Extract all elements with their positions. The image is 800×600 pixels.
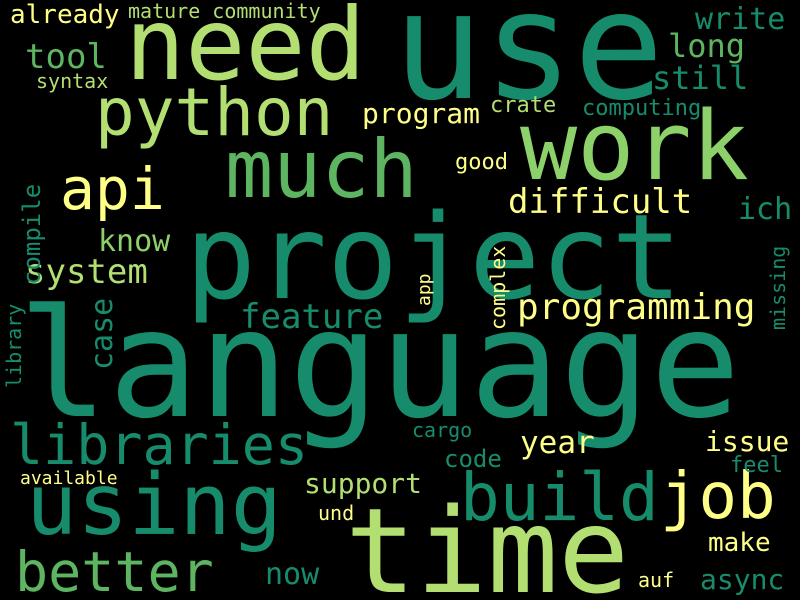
word-ich: ich	[738, 192, 793, 227]
word-missing: missing	[766, 245, 790, 330]
word-async: async	[700, 563, 785, 596]
word-system: system	[25, 252, 148, 292]
word-feel: feel	[730, 453, 783, 478]
word-use: use	[393, 0, 664, 134]
word-still: still	[652, 59, 749, 97]
word-difficult: difficult	[508, 182, 693, 222]
word-api: api	[60, 155, 165, 223]
word-computing: computing	[582, 96, 702, 121]
word-tool: tool	[25, 37, 107, 77]
word-python: python	[95, 74, 334, 151]
word-compile: compile	[18, 183, 46, 285]
word-much: much	[225, 123, 418, 216]
word-cargo: cargo	[412, 418, 473, 442]
word-good: good	[455, 150, 508, 175]
word-complex: complex	[486, 245, 510, 330]
word-library: library	[2, 303, 26, 388]
word-year: year	[520, 425, 595, 461]
word-issue: issue	[705, 425, 790, 458]
word-feature: feature	[240, 297, 384, 337]
word-support: support	[304, 467, 423, 500]
word-make: make	[708, 528, 771, 558]
word-programming: programming	[517, 287, 756, 328]
word-case: case	[85, 297, 120, 370]
word-long: long	[668, 27, 746, 65]
word-work: work	[520, 92, 749, 202]
word-crate: crate	[490, 93, 557, 118]
word-write: write	[695, 2, 786, 37]
word-already: already	[10, 0, 120, 30]
word-program: program	[362, 97, 481, 130]
word-using: using	[26, 456, 282, 555]
word-und: und	[318, 501, 355, 525]
word-need: need	[125, 0, 366, 103]
word-job: job	[660, 460, 776, 534]
word-syntax: syntax	[36, 69, 109, 93]
word-language: language	[18, 278, 741, 452]
word-auf: auf	[638, 568, 675, 592]
word-app: app	[414, 273, 435, 306]
word-libraries: libraries	[10, 413, 309, 477]
word-available: available	[20, 468, 118, 489]
word-project: project	[185, 188, 683, 326]
word-now: now	[265, 557, 320, 592]
word-know: know	[98, 224, 171, 259]
word-time: time	[345, 482, 630, 600]
word-build: build	[460, 459, 659, 536]
word-better: better	[15, 540, 214, 600]
word-mature-community: mature community	[128, 0, 321, 23]
word-code: code	[444, 445, 502, 473]
